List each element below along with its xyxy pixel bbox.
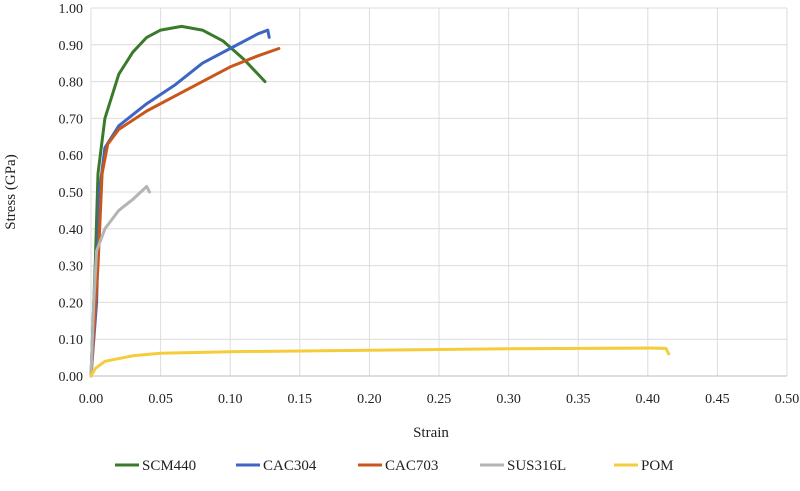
legend-label: POM bbox=[641, 458, 674, 474]
x-tick-label: 0.50 bbox=[775, 392, 800, 407]
x-axis-label: Strain bbox=[413, 425, 449, 441]
y-tick-label: 1.00 bbox=[59, 2, 84, 17]
y-tick-label: 0.80 bbox=[59, 76, 84, 91]
y-tick-label: 0.30 bbox=[59, 260, 84, 275]
y-tick-label: 0.40 bbox=[59, 223, 84, 238]
legend-label: SUS316L bbox=[507, 458, 566, 474]
x-tick-label: 0.30 bbox=[496, 392, 521, 407]
x-tick-label: 0.20 bbox=[357, 392, 382, 407]
y-tick-label: 0.20 bbox=[59, 296, 84, 311]
series-line-scm440 bbox=[89, 24, 267, 378]
x-tick-label: 0.10 bbox=[218, 392, 243, 407]
y-tick-label: 0.90 bbox=[59, 39, 84, 54]
x-tick-label: 0.40 bbox=[636, 392, 661, 407]
legend-label: CAC304 bbox=[263, 458, 317, 474]
legend-label: SCM440 bbox=[142, 458, 196, 474]
x-tick-label: 0.00 bbox=[79, 392, 104, 407]
x-tick-label: 0.15 bbox=[288, 392, 313, 407]
x-tick-label: 0.05 bbox=[148, 392, 173, 407]
series-line-cac703 bbox=[89, 47, 281, 378]
series-lines bbox=[89, 24, 671, 378]
legend-label: CAC703 bbox=[385, 458, 438, 474]
legend: SCM440 CAC304 CAC703 SUS316L POM bbox=[115, 458, 674, 474]
y-tick-label: 0.70 bbox=[59, 112, 84, 127]
tick-labels: 0.00 0.10 0.20 0.30 0.40 0.50 0.60 0.70 0.80 0.90… bbox=[59, 2, 800, 407]
x-tick-label: 0.25 bbox=[427, 392, 452, 407]
series-line-cac304 bbox=[89, 28, 271, 378]
series-line-pom bbox=[89, 346, 671, 378]
y-tick-label: 0.10 bbox=[59, 333, 84, 348]
y-axis-label: Stress (GPa) bbox=[3, 154, 19, 229]
y-tick-label: 0.60 bbox=[59, 149, 84, 164]
x-tick-label: 0.35 bbox=[566, 392, 591, 407]
x-tick-label: 0.45 bbox=[705, 392, 730, 407]
y-tick-label: 0.50 bbox=[59, 186, 84, 201]
series-line-sus316l bbox=[89, 185, 151, 378]
y-tick-label: 0.00 bbox=[59, 370, 84, 385]
grid bbox=[90, 7, 788, 377]
